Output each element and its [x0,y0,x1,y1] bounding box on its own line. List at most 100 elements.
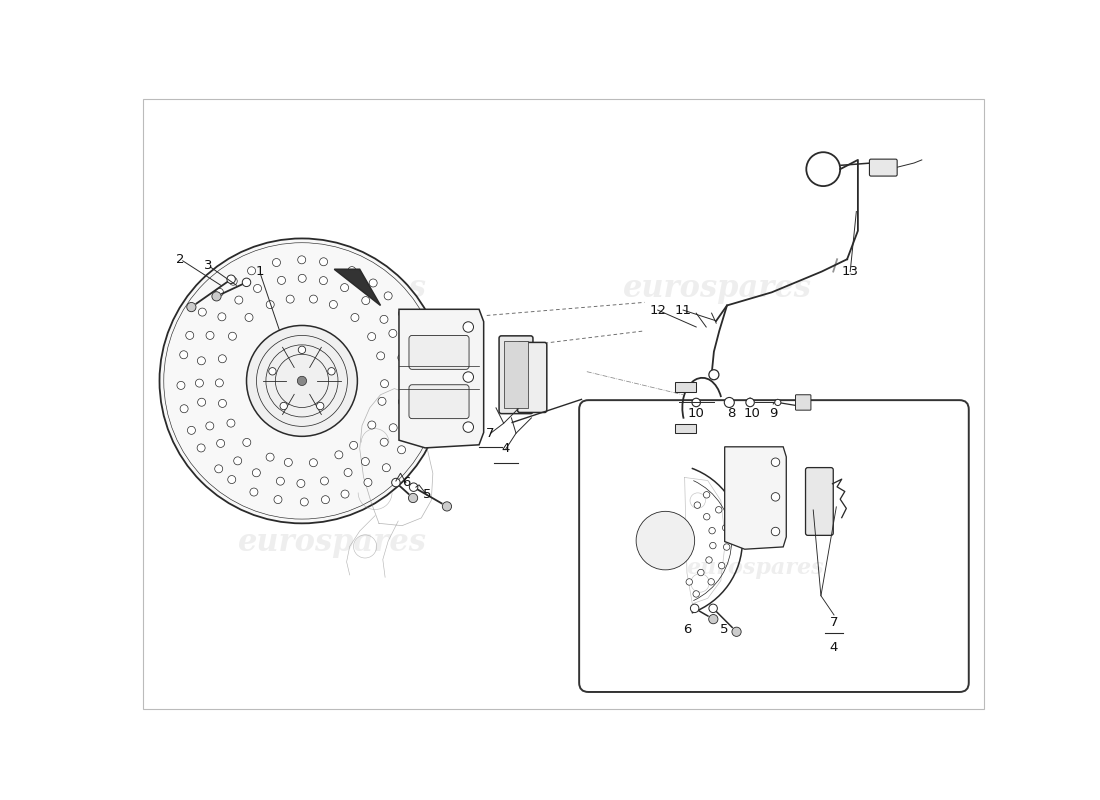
Circle shape [362,297,370,305]
Circle shape [266,301,274,309]
Circle shape [378,398,386,406]
Circle shape [724,544,730,550]
Text: eurospares: eurospares [686,557,824,579]
Text: 10: 10 [744,406,761,420]
FancyBboxPatch shape [499,336,534,414]
Circle shape [774,399,781,406]
FancyBboxPatch shape [795,394,811,410]
Circle shape [692,398,701,406]
Circle shape [298,346,306,354]
Circle shape [280,402,287,410]
Circle shape [706,557,712,563]
Circle shape [686,578,693,585]
Circle shape [367,333,376,341]
Circle shape [389,424,397,432]
Circle shape [180,405,188,413]
Polygon shape [725,447,786,550]
Circle shape [250,488,257,496]
Circle shape [392,478,400,486]
Circle shape [286,295,294,303]
Circle shape [160,238,444,523]
Circle shape [300,498,308,506]
Circle shape [320,258,328,266]
FancyBboxPatch shape [409,385,469,418]
Text: eurospares: eurospares [624,527,812,558]
Circle shape [242,278,251,286]
Circle shape [463,422,473,432]
Circle shape [252,469,261,477]
Circle shape [715,506,722,513]
Bar [505,342,528,408]
Circle shape [246,326,358,436]
Circle shape [234,296,243,304]
Text: 6: 6 [683,623,691,637]
Circle shape [364,478,372,486]
Circle shape [206,422,213,430]
Circle shape [341,284,349,292]
Circle shape [463,372,473,382]
Circle shape [370,279,377,287]
Bar [674,382,696,392]
Circle shape [350,442,358,450]
Text: 12: 12 [649,303,667,317]
Text: 13: 13 [842,265,859,278]
Circle shape [229,278,238,286]
FancyBboxPatch shape [409,335,469,370]
Circle shape [384,292,393,300]
Circle shape [408,494,418,502]
Circle shape [266,453,274,461]
Circle shape [351,314,359,322]
Circle shape [400,379,408,387]
Circle shape [245,314,253,322]
Circle shape [344,469,352,477]
Circle shape [186,331,194,339]
Text: 8: 8 [727,406,736,420]
Circle shape [708,604,717,613]
Circle shape [216,379,223,387]
FancyBboxPatch shape [869,159,898,176]
Circle shape [218,313,226,321]
Text: 4: 4 [829,641,838,654]
Circle shape [248,266,255,275]
Circle shape [708,527,715,534]
Circle shape [348,266,356,274]
Circle shape [277,276,286,285]
Circle shape [732,627,741,636]
Circle shape [710,542,716,549]
Text: eurospares: eurospares [624,273,812,304]
Circle shape [309,295,318,303]
Circle shape [274,495,282,503]
Circle shape [383,464,390,472]
Circle shape [197,444,205,452]
Circle shape [397,446,406,454]
Circle shape [417,402,425,410]
Text: 6: 6 [402,476,410,489]
Text: 9: 9 [769,406,778,420]
Circle shape [229,332,236,340]
Circle shape [708,578,714,585]
Circle shape [398,398,406,406]
Circle shape [694,502,701,508]
Circle shape [216,288,223,296]
Circle shape [409,483,418,491]
Circle shape [206,331,214,339]
Circle shape [328,368,336,375]
Circle shape [284,458,293,466]
Circle shape [243,438,251,446]
Polygon shape [399,310,484,448]
Circle shape [708,614,718,624]
Text: 1: 1 [255,265,264,278]
Circle shape [771,458,780,466]
Circle shape [329,301,338,309]
Circle shape [217,439,224,447]
Circle shape [321,496,329,504]
Circle shape [381,438,388,446]
Text: 3: 3 [204,259,212,272]
Circle shape [198,398,206,406]
Circle shape [297,479,305,487]
Text: eurospares: eurospares [239,273,427,304]
Circle shape [376,352,385,360]
Circle shape [320,477,329,485]
Circle shape [398,354,406,362]
Circle shape [212,292,221,301]
